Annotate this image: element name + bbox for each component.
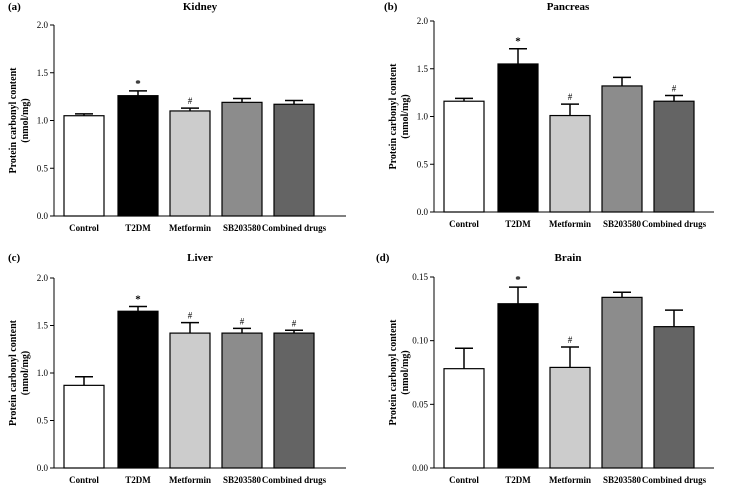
y-axis-label: (nmol/mg) xyxy=(20,351,31,395)
x-tick-label: Metformin xyxy=(549,219,591,229)
bar-combined-drugs xyxy=(273,103,315,217)
y-tick-label: 0.5 xyxy=(37,416,49,426)
x-tick-label: Metformin xyxy=(549,475,591,485)
x-tick-label: T2DM xyxy=(125,223,151,233)
x-tick-label: SB203580 xyxy=(223,475,262,485)
panel-letter: (a) xyxy=(8,1,21,13)
y-axis-label: (nmol/mg) xyxy=(400,350,411,394)
y-tick-label: 0.0 xyxy=(37,211,49,221)
y-tick-label: 0.10 xyxy=(412,336,428,346)
y-tick-label: 2.0 xyxy=(37,20,49,30)
bar-sb203580 xyxy=(221,101,263,217)
y-axis-label: (nmol/mg) xyxy=(20,98,31,142)
bar-t2dm xyxy=(117,95,159,217)
significance-hash: # xyxy=(672,83,677,93)
x-tick-label: Combined drugs xyxy=(642,219,707,229)
bar-sb203580 xyxy=(601,85,643,213)
panel-letter: (c) xyxy=(8,252,21,264)
y-tick-label: 0.0 xyxy=(37,463,49,473)
x-tick-label: Metformin xyxy=(169,475,211,485)
panel-title: Pancreas xyxy=(547,1,590,13)
y-tick-label: 1.0 xyxy=(37,368,49,378)
y-axis-label: Protein carbonyl content xyxy=(388,63,399,170)
y-tick-label: 1.0 xyxy=(37,116,49,126)
x-tick-label: Combined drugs xyxy=(262,475,327,485)
significance-star: * xyxy=(515,274,521,286)
bar-metformin xyxy=(169,110,211,217)
significance-hash: # xyxy=(188,96,193,106)
x-tick-label: SB203580 xyxy=(223,223,262,233)
x-tick-label: Control xyxy=(69,223,99,233)
panel-letter: (d) xyxy=(376,252,390,264)
y-axis-label: Protein carbonyl content xyxy=(8,319,19,426)
panel-title: Brain xyxy=(555,252,582,264)
x-tick-label: Control xyxy=(449,219,479,229)
bar-combined-drugs xyxy=(273,332,315,469)
bar-combined-drugs xyxy=(653,100,695,213)
significance-hash: # xyxy=(568,335,573,345)
significance-star: * xyxy=(135,294,141,306)
y-tick-label: 1.0 xyxy=(417,112,429,122)
significance-hash: # xyxy=(240,316,245,326)
bar-sb203580 xyxy=(221,332,263,469)
bar-metformin xyxy=(549,366,591,469)
chart-panel-1: (a) Kidney Protein carbonyl content (nmol/m… xyxy=(8,1,346,233)
y-tick-label: 0.5 xyxy=(37,163,49,173)
y-tick-label: 0.15 xyxy=(412,272,428,282)
significance-star: * xyxy=(515,36,521,48)
bar-control xyxy=(63,384,105,469)
y-tick-label: 0.5 xyxy=(417,159,429,169)
y-tick-label: 0.0 xyxy=(417,207,429,217)
y-tick-label: 0.05 xyxy=(412,399,428,409)
significance-hash: # xyxy=(188,311,193,321)
y-tick-label: 0.00 xyxy=(412,463,428,473)
bar-t2dm xyxy=(497,303,539,469)
panel-title: Liver xyxy=(187,252,213,264)
chart-panel-2: (b) Pancreas Protein carbonyl content (nmol… xyxy=(384,1,714,229)
x-tick-label: SB203580 xyxy=(603,219,642,229)
panel-letter: (b) xyxy=(384,1,398,13)
y-tick-label: 1.5 xyxy=(37,321,49,331)
y-tick-label: 2.0 xyxy=(37,273,49,283)
y-axis-label: Protein carbonyl content xyxy=(388,319,399,426)
y-tick-label: 1.5 xyxy=(37,68,49,78)
y-axis-label: (nmol/mg) xyxy=(400,94,411,138)
x-tick-label: Control xyxy=(449,475,479,485)
panel-title: Kidney xyxy=(183,1,218,13)
chart-panel-4: (d) Brain Protein carbonyl content (nmol/mg… xyxy=(376,252,714,485)
x-tick-label: Control xyxy=(69,475,99,485)
y-tick-label: 2.0 xyxy=(417,16,429,26)
significance-star: * xyxy=(135,78,141,90)
x-tick-label: T2DM xyxy=(505,219,531,229)
y-axis-label: Protein carbonyl content xyxy=(8,67,19,174)
bar-sb203580 xyxy=(601,296,643,469)
chart-panel-3: (c) Liver Protein carbonyl content (nmol/mg… xyxy=(8,252,346,485)
bar-combined-drugs xyxy=(653,326,695,469)
bar-metformin xyxy=(549,114,591,213)
x-tick-label: T2DM xyxy=(505,475,531,485)
x-tick-label: T2DM xyxy=(125,475,151,485)
bar-control xyxy=(443,368,485,469)
bar-control xyxy=(63,115,105,217)
significance-hash: # xyxy=(568,92,573,102)
bar-t2dm xyxy=(117,310,159,469)
bar-t2dm xyxy=(497,63,539,213)
x-tick-label: SB203580 xyxy=(603,475,642,485)
x-tick-label: Combined drugs xyxy=(642,475,707,485)
bar-metformin xyxy=(169,332,211,469)
significance-hash: # xyxy=(292,318,297,328)
x-tick-label: Metformin xyxy=(169,223,211,233)
y-tick-label: 1.5 xyxy=(417,64,429,74)
x-tick-label: Combined drugs xyxy=(262,223,327,233)
bar-control xyxy=(443,100,485,213)
